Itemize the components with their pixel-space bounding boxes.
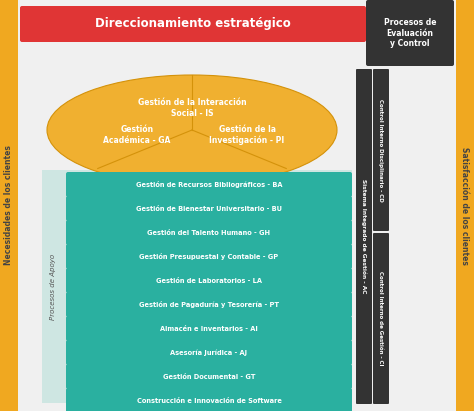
- Text: Gestión
Académica - GA: Gestión Académica - GA: [103, 125, 171, 145]
- FancyBboxPatch shape: [42, 170, 352, 403]
- FancyBboxPatch shape: [66, 244, 352, 269]
- FancyBboxPatch shape: [66, 220, 352, 245]
- FancyBboxPatch shape: [373, 69, 389, 231]
- FancyBboxPatch shape: [66, 340, 352, 365]
- FancyBboxPatch shape: [66, 316, 352, 341]
- Text: Procesos de
Evaluación
y Control: Procesos de Evaluación y Control: [384, 18, 436, 48]
- Text: Gestión Presupuestal y Contable - GP: Gestión Presupuestal y Contable - GP: [139, 253, 279, 260]
- Text: Direccionamiento estratégico: Direccionamiento estratégico: [95, 18, 291, 30]
- Text: Control Interno de Gestión - CI: Control Interno de Gestión - CI: [379, 271, 383, 366]
- Text: Gestión de Recursos Bibliográficos - BA: Gestión de Recursos Bibliográficos - BA: [136, 181, 282, 188]
- Text: Gestión de la
Investigación - PI: Gestión de la Investigación - PI: [210, 125, 285, 145]
- Text: Gestión de Bienestar Universitario - BU: Gestión de Bienestar Universitario - BU: [136, 206, 282, 212]
- FancyBboxPatch shape: [66, 268, 352, 293]
- Text: Gestión de Pagaduría y Tesorería - PT: Gestión de Pagaduría y Tesorería - PT: [139, 301, 279, 308]
- Text: Gestión de Laboratorios - LA: Gestión de Laboratorios - LA: [156, 277, 262, 284]
- FancyBboxPatch shape: [20, 6, 366, 42]
- FancyBboxPatch shape: [366, 0, 454, 66]
- Text: Procesos de Apoyo: Procesos de Apoyo: [50, 254, 56, 320]
- Text: Sistema Integrado de Gestión - AC: Sistema Integrado de Gestión - AC: [361, 179, 367, 294]
- FancyBboxPatch shape: [373, 233, 389, 404]
- FancyBboxPatch shape: [456, 0, 474, 411]
- FancyBboxPatch shape: [18, 0, 456, 411]
- Text: Construcción e Innovación de Software: Construcción e Innovación de Software: [137, 397, 282, 404]
- Text: Satisfacción de los clientes: Satisfacción de los clientes: [461, 147, 470, 264]
- Text: Gestión Documental - GT: Gestión Documental - GT: [163, 374, 255, 379]
- FancyBboxPatch shape: [356, 69, 372, 404]
- Text: Necesidades de los clientes: Necesidades de los clientes: [4, 145, 13, 266]
- FancyBboxPatch shape: [66, 196, 352, 221]
- FancyBboxPatch shape: [66, 292, 352, 317]
- Text: Gestión del Talento Humano - GH: Gestión del Talento Humano - GH: [147, 229, 271, 236]
- FancyBboxPatch shape: [0, 0, 18, 411]
- FancyBboxPatch shape: [66, 388, 352, 411]
- Text: Control Interno Disciplinario - CD: Control Interno Disciplinario - CD: [379, 99, 383, 201]
- Text: Almacén e Inventarios - AI: Almacén e Inventarios - AI: [160, 326, 258, 332]
- Text: Asesoría Jurídica - AJ: Asesoría Jurídica - AJ: [171, 349, 247, 356]
- Text: Gestión de la Interacción
Social - IS: Gestión de la Interacción Social - IS: [137, 98, 246, 118]
- FancyBboxPatch shape: [66, 364, 352, 389]
- FancyBboxPatch shape: [66, 172, 352, 197]
- Ellipse shape: [47, 75, 337, 185]
